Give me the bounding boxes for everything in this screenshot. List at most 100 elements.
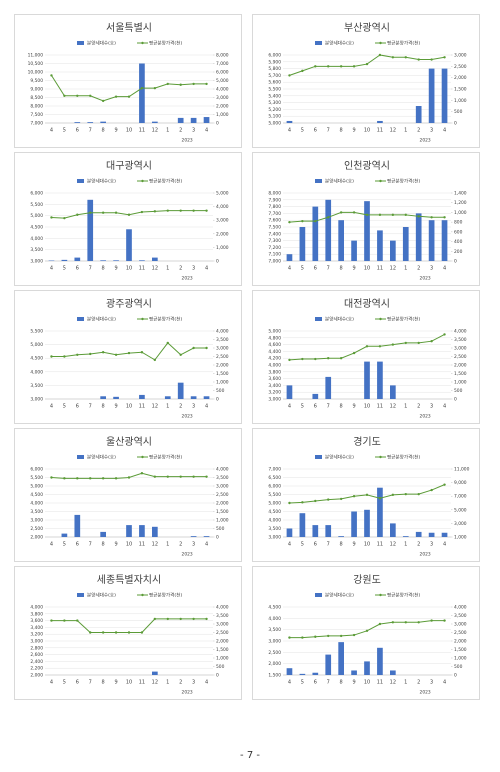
y-tick-label: 8,000 [268, 191, 281, 197]
y-tick-label: 2,000 [268, 661, 281, 667]
line-point [153, 475, 157, 478]
line-point [153, 617, 157, 621]
y2-tick-label: 500 [454, 109, 463, 115]
y2-tick-label: 1,000 [454, 210, 467, 216]
legend-label: 분양세대수(호) [325, 178, 354, 185]
x-tick-label: 2 [417, 128, 420, 134]
y-tick-label: 5,600 [268, 80, 281, 86]
bar [152, 671, 158, 675]
x-tick-label: 5 [301, 542, 304, 548]
y2-tick-label: 4,000 [216, 605, 229, 611]
line-point [301, 219, 304, 223]
line-point [179, 353, 182, 356]
y2-tick-label: 6,000 [216, 70, 229, 76]
y-tick-label: 3,800 [268, 369, 281, 375]
y-tick-label: 7,400 [268, 231, 281, 237]
bar [87, 199, 94, 261]
x-tick-label: 10 [126, 680, 132, 686]
line-point [391, 213, 395, 217]
y2-tick-label: 2,000 [454, 363, 467, 369]
x-tick-label: 8 [102, 128, 105, 134]
legend-swatch [77, 317, 84, 321]
legend-label: 평균분양가격(천) [387, 40, 420, 47]
line-point [127, 213, 131, 216]
x-tick-label: 8 [340, 680, 343, 686]
line-point [339, 357, 343, 360]
y2-tick-label: 3,500 [216, 337, 229, 343]
x-tick-label: 11 [377, 128, 383, 134]
y2-tick-label: 5,000 [216, 191, 229, 197]
x-group-label: 2023 [182, 276, 193, 282]
y2-tick-label: 600 [454, 229, 463, 235]
x-tick-label: 5 [63, 404, 66, 410]
line-point [314, 357, 317, 361]
bar [152, 121, 158, 123]
bar [428, 68, 435, 123]
y2-tick-label: 1,000 [216, 380, 229, 386]
bar [299, 673, 306, 675]
x-tick-label: 6 [76, 266, 79, 272]
bar [390, 523, 396, 537]
x-tick-label: 11 [139, 542, 145, 548]
line [289, 620, 445, 639]
line-point [301, 357, 304, 361]
bar [139, 394, 145, 399]
y-tick-label: 5,500 [30, 475, 43, 481]
y-tick-label: 3,800 [30, 611, 43, 617]
bar [377, 647, 383, 675]
y2-tick-label: 1,400 [454, 191, 467, 197]
line-point [352, 351, 356, 355]
y-tick-label: 4,000 [30, 605, 43, 611]
line-point [430, 216, 433, 219]
y2-tick-label: 1,000 [454, 535, 467, 541]
y-tick-label: 2,000 [30, 673, 43, 679]
line-point [114, 477, 118, 480]
x-tick-label: 9 [352, 128, 355, 134]
line [51, 342, 207, 361]
bar [152, 526, 158, 537]
chart-panel: 울산광역시 2,000 2,500 3,000 3,500 4,000 4,500 5,000… [14, 428, 242, 562]
line-point [101, 99, 105, 103]
line-point [327, 498, 330, 501]
y-tick-label: 3,500 [268, 526, 281, 532]
x-tick-label: 1 [166, 266, 169, 272]
bar [312, 393, 319, 399]
legend-swatch [141, 317, 144, 321]
y2-tick-label: 2,000 [216, 231, 229, 237]
bar [441, 220, 448, 261]
y2-tick-label: 2,500 [216, 630, 229, 636]
line-point [89, 211, 92, 214]
bar [377, 487, 383, 537]
x-tick-label: 4 [50, 404, 53, 410]
line-point [417, 621, 420, 624]
x-tick-label: 8 [340, 128, 343, 134]
line-point [301, 69, 304, 73]
y-tick-label: 8,000 [30, 104, 43, 110]
line-point [391, 621, 395, 624]
x-tick-label: 11 [139, 128, 145, 134]
chart-panel: 인천광역시 7,0007,1007,2007,3007,4007,5007,600… [252, 152, 480, 286]
y-tick-label: 2,200 [30, 666, 43, 672]
bar [74, 257, 81, 261]
y2-tick-label: 3,500 [216, 475, 229, 481]
bar [126, 229, 132, 261]
x-tick-label: 4 [50, 680, 53, 686]
line-point [352, 65, 356, 68]
line-point [192, 617, 195, 621]
y-tick-label: 4,000 [30, 236, 43, 242]
bar [113, 396, 119, 399]
line-point [288, 220, 291, 224]
y2-tick-label: 11,000 [454, 467, 470, 473]
x-tick-label: 12 [390, 542, 396, 548]
bar [415, 213, 422, 261]
x-tick-label: 3 [192, 128, 195, 134]
y-tick-label: 5,000 [30, 342, 43, 348]
y-tick-label: 2,500 [268, 650, 281, 656]
line-point [89, 477, 92, 480]
bar [177, 117, 184, 123]
chart-panel: 대전광역시3,0003,2003,4003,6003,8004,0004,200… [252, 290, 480, 424]
line-point [365, 493, 369, 497]
y-tick-label: 3,000 [30, 639, 43, 645]
y-tick-label: 3,400 [30, 625, 43, 631]
y2-tick-label: 1,000 [216, 245, 229, 251]
